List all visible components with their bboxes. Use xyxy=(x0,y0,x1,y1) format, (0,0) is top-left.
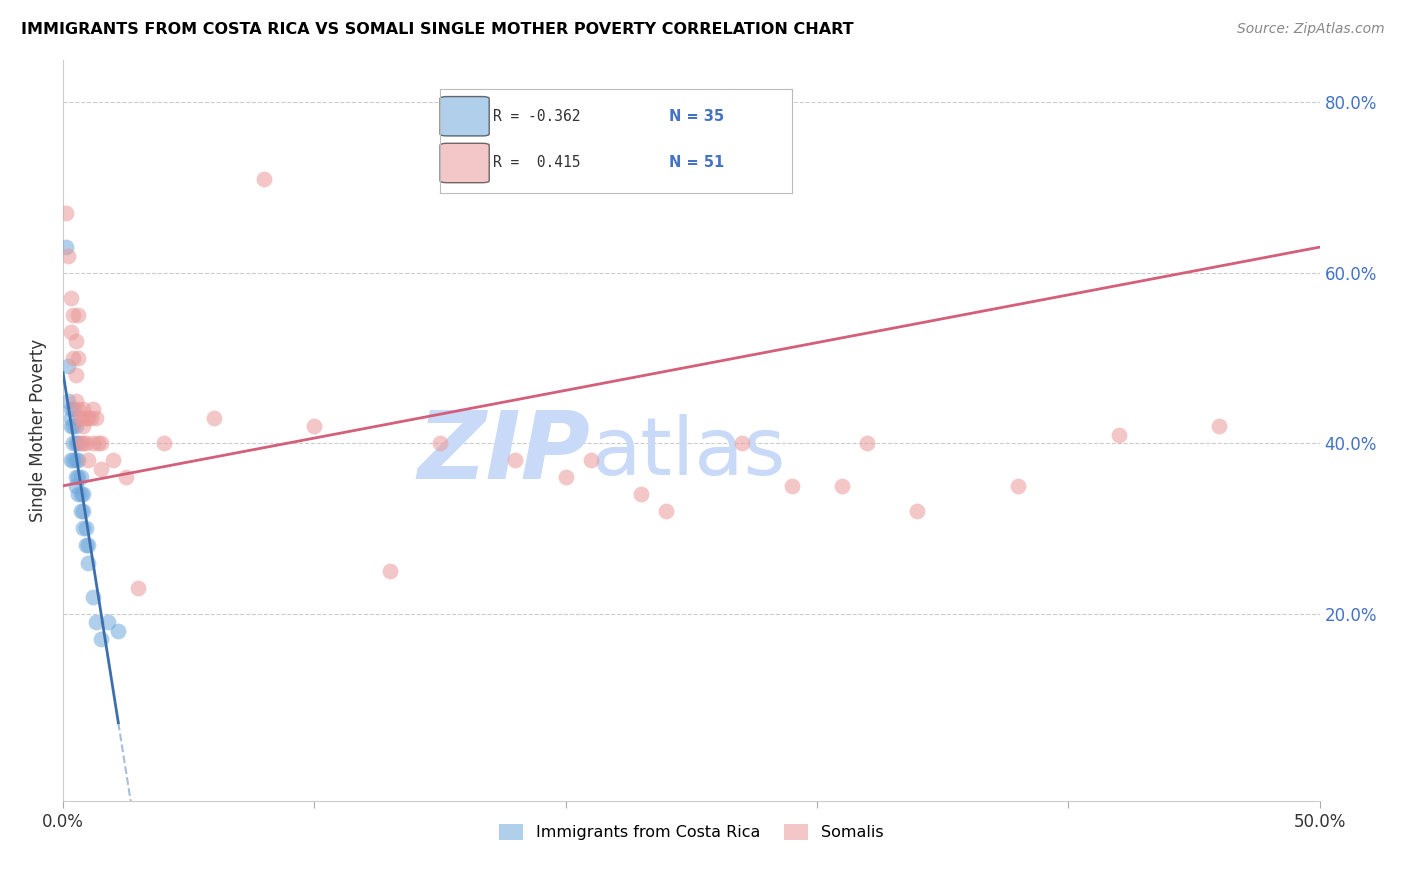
Point xyxy=(56,393,79,408)
Point xyxy=(75,436,97,450)
Point xyxy=(69,410,91,425)
Point xyxy=(84,410,107,425)
Point xyxy=(202,410,225,425)
Point xyxy=(1007,479,1029,493)
Text: IMMIGRANTS FROM COSTA RICA VS SOMALI SINGLE MOTHER POVERTY CORRELATION CHART: IMMIGRANTS FROM COSTA RICA VS SOMALI SIN… xyxy=(21,22,853,37)
Point xyxy=(655,504,678,518)
Point xyxy=(107,624,129,638)
Point xyxy=(907,504,929,518)
Point xyxy=(127,581,149,595)
Point xyxy=(59,410,82,425)
Point xyxy=(55,240,77,254)
Point xyxy=(87,436,110,450)
Point xyxy=(67,436,90,450)
Point xyxy=(253,172,276,186)
Point xyxy=(67,402,90,417)
Point xyxy=(69,470,91,484)
Point xyxy=(554,470,576,484)
Point xyxy=(780,479,803,493)
Point xyxy=(59,402,82,417)
Point xyxy=(72,436,94,450)
Point xyxy=(65,479,87,493)
Point xyxy=(75,539,97,553)
Text: atlas: atlas xyxy=(591,414,785,491)
Point xyxy=(59,291,82,305)
Point xyxy=(67,470,90,484)
Text: ZIP: ZIP xyxy=(418,407,591,499)
Point xyxy=(67,309,90,323)
Point xyxy=(72,521,94,535)
Point xyxy=(62,351,84,365)
Point xyxy=(90,462,112,476)
Point xyxy=(62,419,84,434)
Point xyxy=(856,436,879,450)
Point xyxy=(82,402,104,417)
Point xyxy=(59,419,82,434)
Point xyxy=(77,539,100,553)
Point xyxy=(65,436,87,450)
Point xyxy=(62,453,84,467)
Point xyxy=(77,556,100,570)
Point xyxy=(103,453,125,467)
Point xyxy=(429,436,451,450)
Point xyxy=(82,590,104,604)
Point xyxy=(97,615,120,630)
Point xyxy=(65,334,87,348)
Point xyxy=(65,368,87,382)
Point xyxy=(90,436,112,450)
Point xyxy=(90,632,112,647)
Point xyxy=(65,470,87,484)
Point xyxy=(62,309,84,323)
Point xyxy=(65,393,87,408)
Point xyxy=(67,453,90,467)
Point xyxy=(72,419,94,434)
Point xyxy=(77,410,100,425)
Point xyxy=(69,504,91,518)
Point xyxy=(65,453,87,467)
Point xyxy=(56,249,79,263)
Point xyxy=(72,504,94,518)
Point xyxy=(56,359,79,374)
Point xyxy=(55,206,77,220)
Point xyxy=(67,351,90,365)
Point xyxy=(65,419,87,434)
Y-axis label: Single Mother Poverty: Single Mother Poverty xyxy=(30,339,46,522)
Point xyxy=(831,479,853,493)
Point xyxy=(59,326,82,340)
Legend: Immigrants from Costa Rica, Somalis: Immigrants from Costa Rica, Somalis xyxy=(495,820,889,845)
Point xyxy=(77,453,100,467)
Point xyxy=(59,453,82,467)
Point xyxy=(1108,427,1130,442)
Text: Source: ZipAtlas.com: Source: ZipAtlas.com xyxy=(1237,22,1385,37)
Point xyxy=(69,410,91,425)
Point xyxy=(72,402,94,417)
Point xyxy=(75,521,97,535)
Point xyxy=(69,436,91,450)
Point xyxy=(1208,419,1230,434)
Point xyxy=(730,436,752,450)
Point xyxy=(505,453,527,467)
Point xyxy=(62,402,84,417)
Point xyxy=(579,453,602,467)
Point xyxy=(304,419,326,434)
Point xyxy=(69,487,91,501)
Point xyxy=(62,436,84,450)
Point xyxy=(378,564,401,578)
Point xyxy=(72,487,94,501)
Point xyxy=(115,470,138,484)
Point xyxy=(79,410,101,425)
Point xyxy=(67,487,90,501)
Point xyxy=(84,615,107,630)
Point xyxy=(152,436,174,450)
Point xyxy=(82,436,104,450)
Point xyxy=(75,410,97,425)
Point xyxy=(630,487,652,501)
